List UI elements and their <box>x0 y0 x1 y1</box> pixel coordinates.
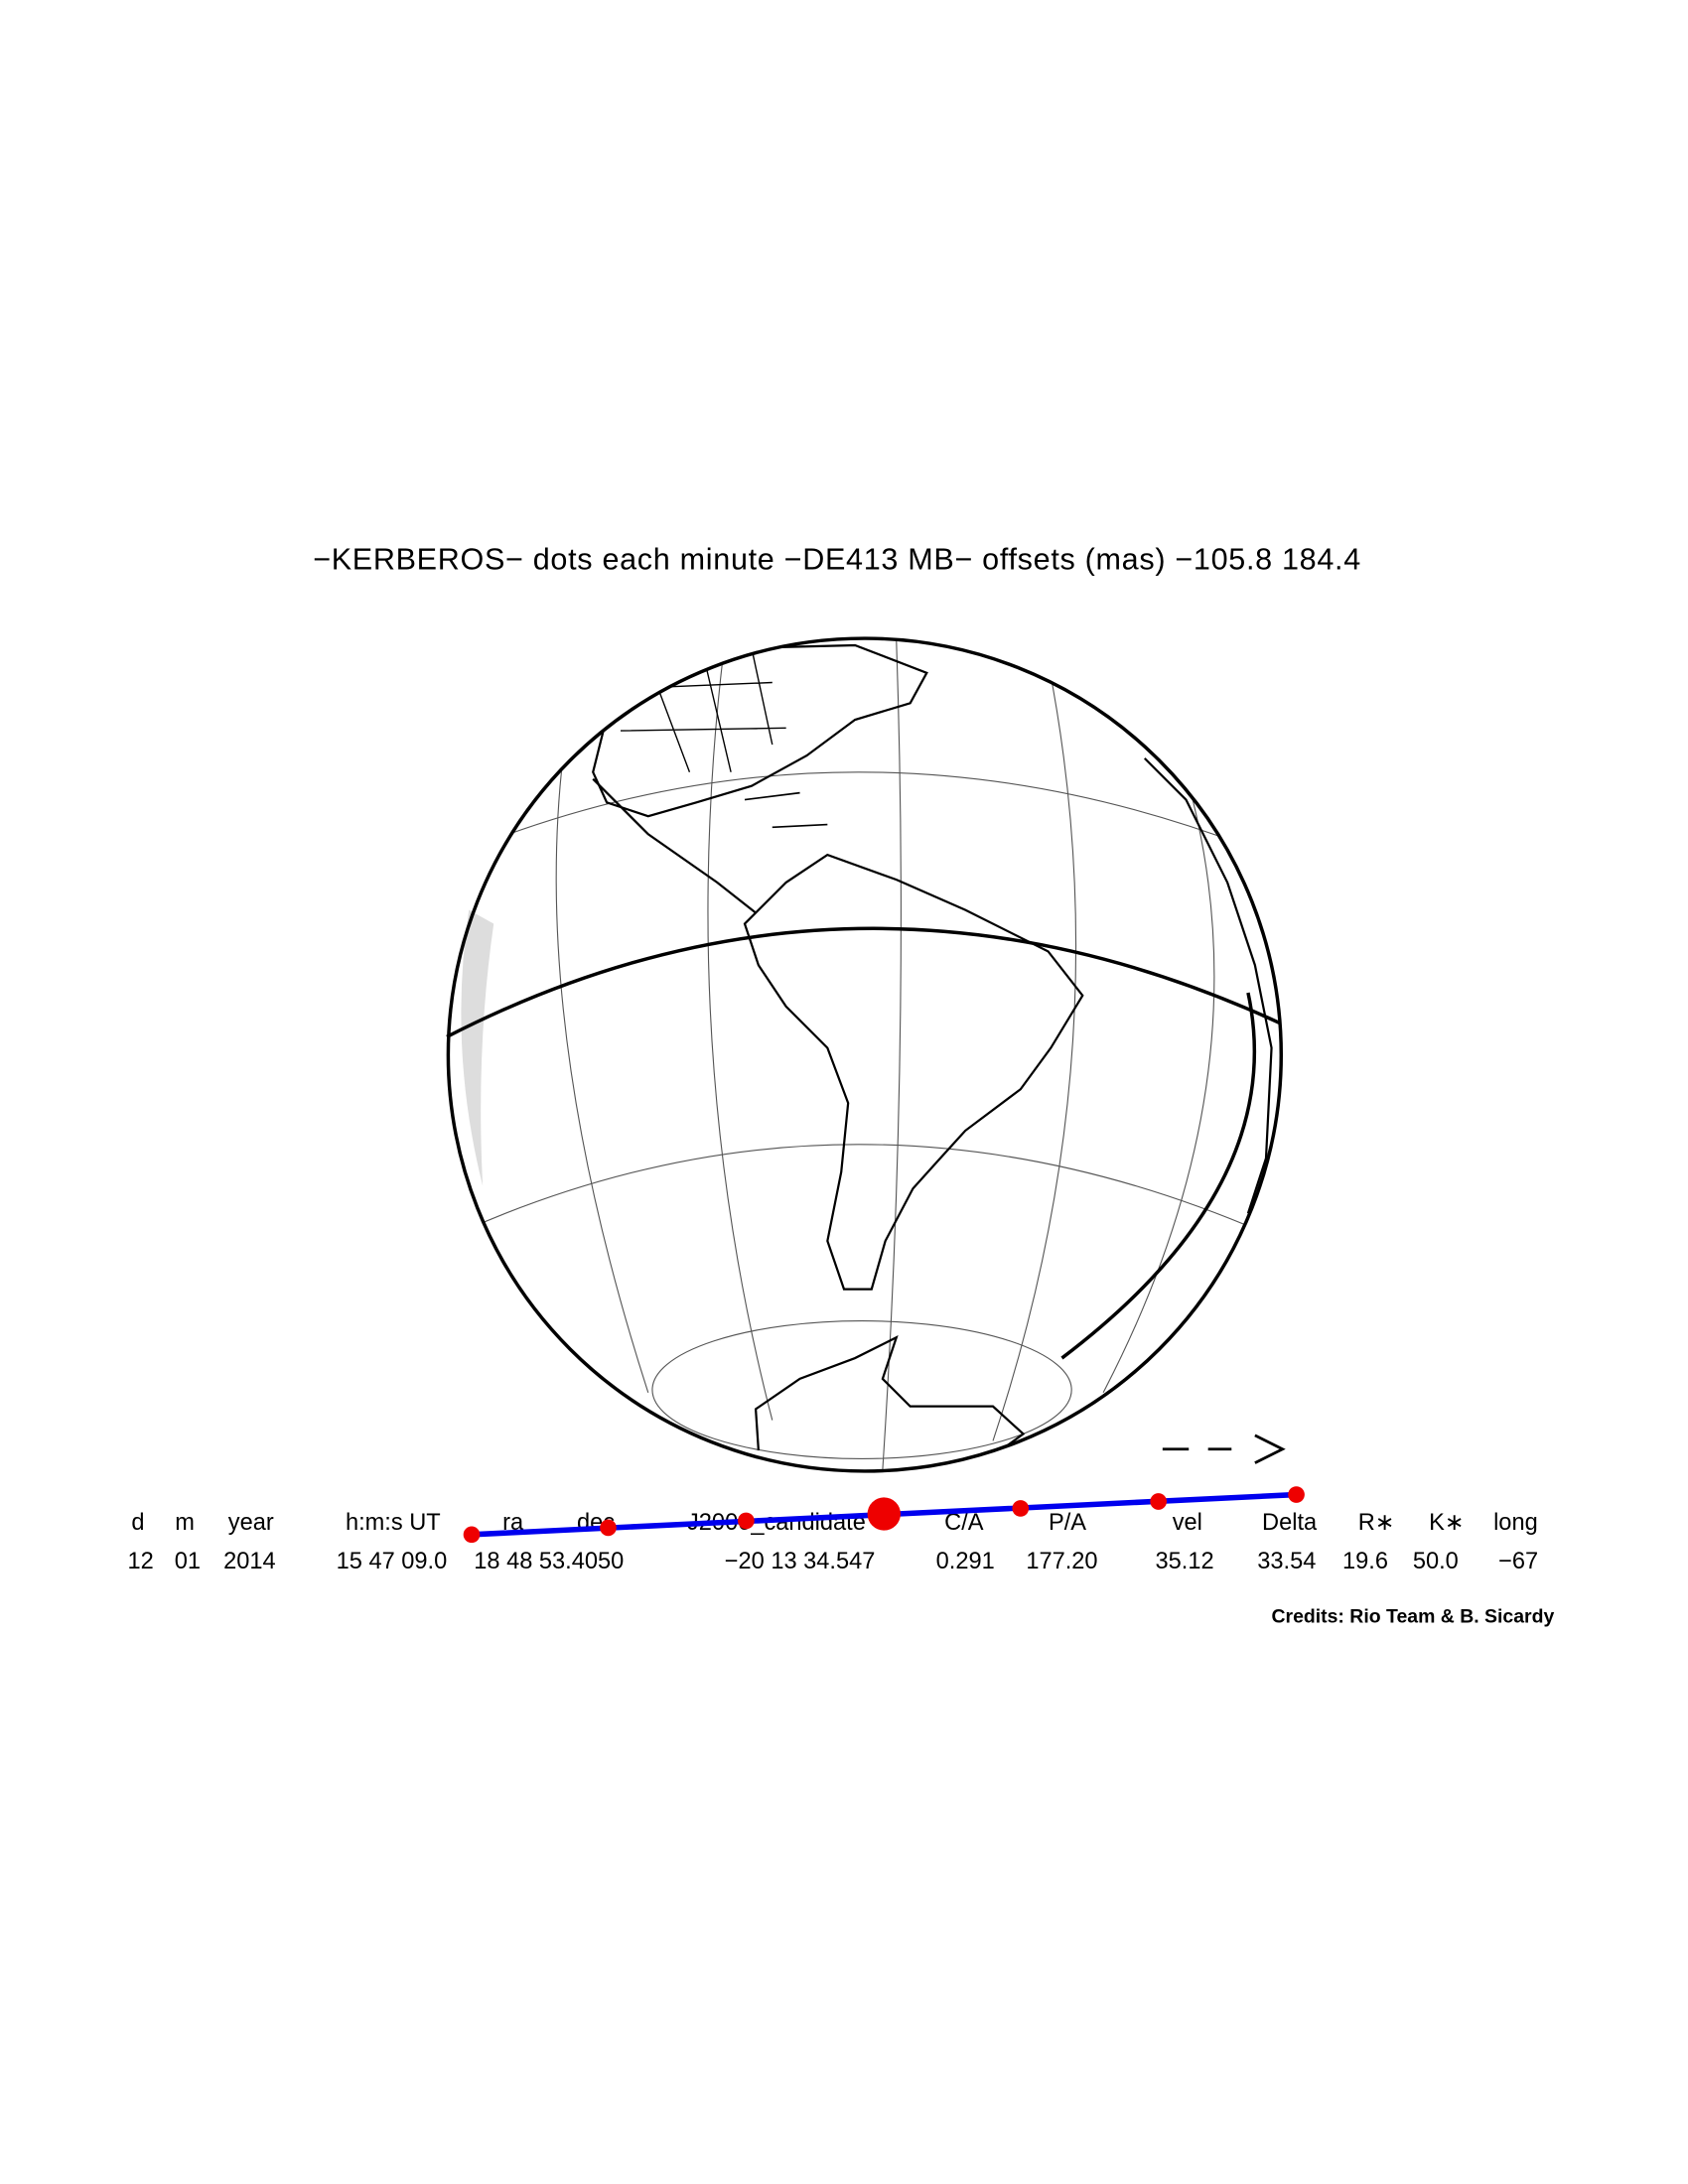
minute-dot <box>1012 1500 1030 1517</box>
arrow-head <box>1254 1433 1286 1464</box>
minute-dot <box>463 1526 481 1544</box>
table-cell: 19.6 <box>1342 1549 1388 1574</box>
column-header: R∗ <box>1358 1510 1395 1536</box>
parallel <box>651 1320 1072 1459</box>
parallel <box>448 1144 1282 1242</box>
closest-approach-dot <box>867 1497 901 1531</box>
table-cell: −20 13 34.547 <box>725 1549 876 1574</box>
map-title: −KERBEROS− dots each minute −DE413 MB− o… <box>313 542 1361 576</box>
column-header: Delta <box>1262 1510 1318 1536</box>
shadow-path-limit <box>446 926 1281 1038</box>
direction-arrow <box>1162 1433 1286 1464</box>
minute-dot <box>600 1519 617 1537</box>
globe-outline <box>446 636 1284 1473</box>
table-cell: 01 <box>175 1549 201 1574</box>
table-cell: 35.12 <box>1156 1549 1214 1574</box>
globe <box>446 636 1284 1473</box>
credits: Credits: Rio Team & B. Sicardy <box>1271 1605 1554 1627</box>
column-header: h:m:s UT <box>346 1510 441 1536</box>
meridian <box>992 661 1077 1441</box>
minute-dot <box>1288 1486 1305 1503</box>
table-cell: 2014 <box>223 1549 276 1574</box>
antarctica <box>754 1335 1026 1457</box>
column-header: long <box>1493 1510 1538 1536</box>
table-cell: 15 47 09.0 <box>337 1549 448 1574</box>
table-cell: 12 <box>128 1549 154 1574</box>
central-america <box>592 777 757 914</box>
parallel <box>455 771 1269 856</box>
table-cell: 33.54 <box>1257 1549 1316 1574</box>
minute-dot <box>1150 1493 1167 1510</box>
chord-track <box>463 1486 1305 1544</box>
table-cell: 18 48 53.4050 <box>474 1549 624 1574</box>
meridian <box>882 640 902 1470</box>
table-cell: 177.20 <box>1026 1549 1097 1574</box>
table-cell: 0.291 <box>936 1549 995 1574</box>
column-header: year <box>228 1510 274 1536</box>
africa <box>1143 757 1273 1214</box>
limb-shade <box>461 909 494 1186</box>
column-header: vel <box>1173 1510 1202 1536</box>
south-america <box>743 853 1084 1291</box>
table-cell: −67 <box>1498 1549 1538 1574</box>
meridian <box>707 647 774 1421</box>
globe-disk <box>448 638 1282 1471</box>
column-header: d <box>131 1510 144 1536</box>
column-header: C/A <box>944 1510 984 1536</box>
caribbean <box>744 791 828 829</box>
minute-dot <box>738 1512 755 1530</box>
column-header: P/A <box>1049 1510 1086 1536</box>
column-header: m <box>175 1510 195 1536</box>
column-header: ra <box>502 1510 524 1536</box>
table-cell: 50.0 <box>1413 1549 1459 1574</box>
column-header: K∗ <box>1429 1510 1465 1536</box>
shadow-path-limit <box>1060 992 1257 1360</box>
